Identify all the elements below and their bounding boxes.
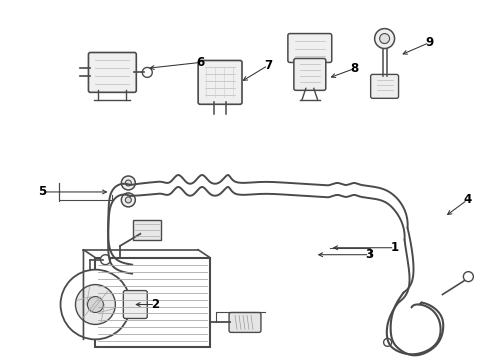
Text: 9: 9 bbox=[425, 36, 434, 49]
Text: 3: 3 bbox=[366, 248, 374, 261]
FancyBboxPatch shape bbox=[370, 75, 398, 98]
Circle shape bbox=[125, 180, 131, 186]
FancyBboxPatch shape bbox=[96, 258, 210, 347]
Text: 5: 5 bbox=[38, 185, 47, 198]
FancyBboxPatch shape bbox=[123, 291, 147, 319]
FancyBboxPatch shape bbox=[89, 53, 136, 92]
Circle shape bbox=[122, 176, 135, 190]
Circle shape bbox=[384, 338, 392, 346]
Text: 6: 6 bbox=[196, 56, 204, 69]
Circle shape bbox=[75, 285, 115, 324]
Circle shape bbox=[125, 197, 131, 203]
Text: 7: 7 bbox=[264, 59, 272, 72]
Text: 8: 8 bbox=[350, 62, 359, 75]
FancyBboxPatch shape bbox=[288, 33, 332, 62]
Text: 1: 1 bbox=[391, 241, 399, 254]
Text: 2: 2 bbox=[151, 298, 159, 311]
FancyBboxPatch shape bbox=[229, 312, 261, 332]
Circle shape bbox=[380, 33, 390, 44]
Circle shape bbox=[100, 255, 110, 265]
Circle shape bbox=[122, 193, 135, 207]
Text: 4: 4 bbox=[463, 193, 471, 206]
FancyBboxPatch shape bbox=[294, 58, 326, 90]
Circle shape bbox=[142, 67, 152, 77]
FancyBboxPatch shape bbox=[133, 220, 161, 240]
Circle shape bbox=[464, 272, 473, 282]
Circle shape bbox=[61, 270, 130, 339]
Circle shape bbox=[87, 297, 103, 312]
Circle shape bbox=[375, 28, 394, 49]
FancyBboxPatch shape bbox=[198, 60, 242, 104]
